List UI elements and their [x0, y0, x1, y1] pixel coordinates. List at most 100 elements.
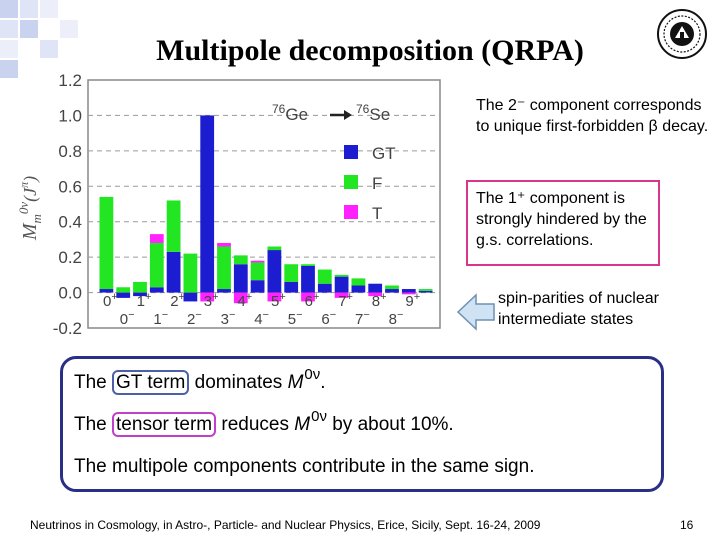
note-unique-first-forbidden: The 2⁻ component corresponds to unique f… [476, 97, 709, 135]
legend-swatch-t [344, 205, 358, 219]
bar-gt-4- [250, 280, 265, 293]
plot-area [87, 79, 441, 329]
bar-gt-5- [284, 281, 299, 293]
x-tick-label: 0+ [103, 291, 118, 310]
summary-line-tensor: The tensor term reduces M0ν by about 10%… [74, 408, 454, 437]
legend-label-gt: GT [372, 144, 396, 163]
bar-gt-5+ [267, 250, 282, 293]
tensor-term-highlight: tensor term [112, 412, 217, 437]
bar-t-3- [217, 242, 231, 247]
bar-f-9- [418, 289, 433, 291]
bar-f-1- [149, 242, 164, 288]
x-tick-label: 8− [389, 309, 404, 328]
bar-gt-1- [149, 287, 164, 293]
y-tick-label: 1.0 [58, 106, 82, 125]
legend-label-t: T [372, 204, 382, 223]
bar-t-5+ [267, 292, 282, 302]
bar-f-4- [250, 262, 265, 281]
deco-square [0, 20, 18, 38]
reaction-label: 76Ge [272, 102, 308, 124]
deco-square [20, 20, 38, 38]
bar-gt-0+ [99, 289, 114, 293]
bar-f-3- [217, 246, 231, 290]
x-tick-label: 7+ [338, 291, 353, 310]
x-tick-label: 2− [187, 309, 202, 328]
bar-gt-8+ [368, 283, 383, 293]
x-tick-label: 2+ [170, 291, 185, 310]
bar-f-6- [317, 269, 332, 284]
multipole-chart: Mm0ν(Jπ) 1.2 1.0 0.8 0.6 0.4 0.2 0.0 -0.2 0+ 1+ 2… [16, 71, 441, 338]
gt-term-highlight: GT term [112, 370, 190, 395]
legend: GT F T [344, 144, 396, 223]
y-axis-label: Mm0ν(Jπ) [16, 176, 44, 241]
x-tick-label: 4− [254, 309, 269, 328]
x-tick-label: 6− [321, 309, 336, 328]
bar-gt-6+ [301, 266, 315, 293]
deco-square [40, 40, 58, 58]
legend-swatch-gt [344, 145, 358, 159]
x-tick-label: 1+ [137, 291, 152, 310]
bar-gt-4+ [233, 264, 248, 293]
note-1plus-hindered: The 1⁺ component is strongly hindered by… [466, 180, 660, 266]
bar-gt-2- [183, 292, 198, 302]
y-tick-label: 0.4 [58, 213, 82, 232]
bar-gt-3- [217, 289, 231, 293]
y-tick-label: 0.0 [58, 284, 82, 303]
bar-t-6+ [301, 292, 315, 302]
deco-square [60, 20, 78, 38]
bar-gt-7- [351, 285, 366, 293]
bar-t-9+ [401, 292, 416, 295]
x-tick-label: 0− [120, 309, 135, 328]
x-tick-label: 3+ [204, 291, 219, 310]
bar-gt-3+ [200, 115, 215, 293]
x-tick-label: 5− [288, 309, 303, 328]
reaction-product: 76Se [356, 102, 390, 124]
page-number: 16 [680, 518, 694, 532]
bar-f-7- [351, 278, 366, 286]
y-tick-label: -0.2 [53, 319, 82, 338]
bar-gt-0- [116, 292, 131, 298]
bar-f-0+ [99, 196, 114, 290]
bar-f-4+ [233, 255, 248, 265]
bar-f-2- [183, 253, 198, 293]
deco-square [20, 0, 38, 18]
bar-t-1- [149, 234, 164, 243]
bar-gt-2+ [166, 251, 181, 293]
bar-t-8+ [368, 292, 383, 297]
x-tick-label: 8+ [372, 291, 387, 310]
bar-t-3+ [200, 292, 215, 302]
summary-line-sign: The multipole components contribute in t… [74, 456, 535, 477]
legend-swatch-f [344, 175, 358, 189]
x-tick-label: 6+ [305, 291, 320, 310]
bar-gt-7+ [334, 276, 349, 293]
note-spin-parities: spin-parities of nuclear intermediate st… [498, 290, 659, 328]
bar-t-4- [250, 260, 265, 263]
x-tick-label: 5+ [271, 291, 286, 310]
bar-t-4+ [233, 292, 248, 304]
university-seal-icon [657, 9, 707, 59]
x-tick-label: 7− [355, 309, 370, 328]
bar-f-7+ [334, 274, 349, 277]
deco-square [0, 60, 18, 78]
bar-f-0- [116, 287, 131, 293]
bar-gt-9- [418, 290, 433, 293]
x-tick-label: 4+ [237, 291, 252, 310]
x-tick-label: 3− [221, 309, 236, 328]
summary-line-gt: The GT term dominates M0ν. [74, 366, 326, 395]
slide-title: Multipole decomposition (QRPA) [156, 34, 584, 67]
bar-f-6+ [301, 264, 315, 266]
bar-gt-9+ [401, 289, 416, 293]
deco-square [0, 0, 18, 18]
y-tick-label: 0.8 [58, 142, 82, 161]
bar-t-7+ [334, 292, 349, 298]
bar-f-8- [385, 285, 399, 290]
reaction-arrow [330, 110, 352, 120]
x-tick-label: 9+ [405, 291, 420, 310]
summary-box [60, 356, 664, 492]
y-tick-label: 0.2 [58, 248, 82, 267]
bar-f-2+ [166, 200, 181, 252]
deco-square [0, 40, 18, 58]
bar-f-5+ [267, 246, 282, 251]
slide-footer: Neutrinos in Cosmology, in Astro-, Parti… [30, 518, 541, 532]
y-tick-label: 0.6 [58, 177, 82, 196]
